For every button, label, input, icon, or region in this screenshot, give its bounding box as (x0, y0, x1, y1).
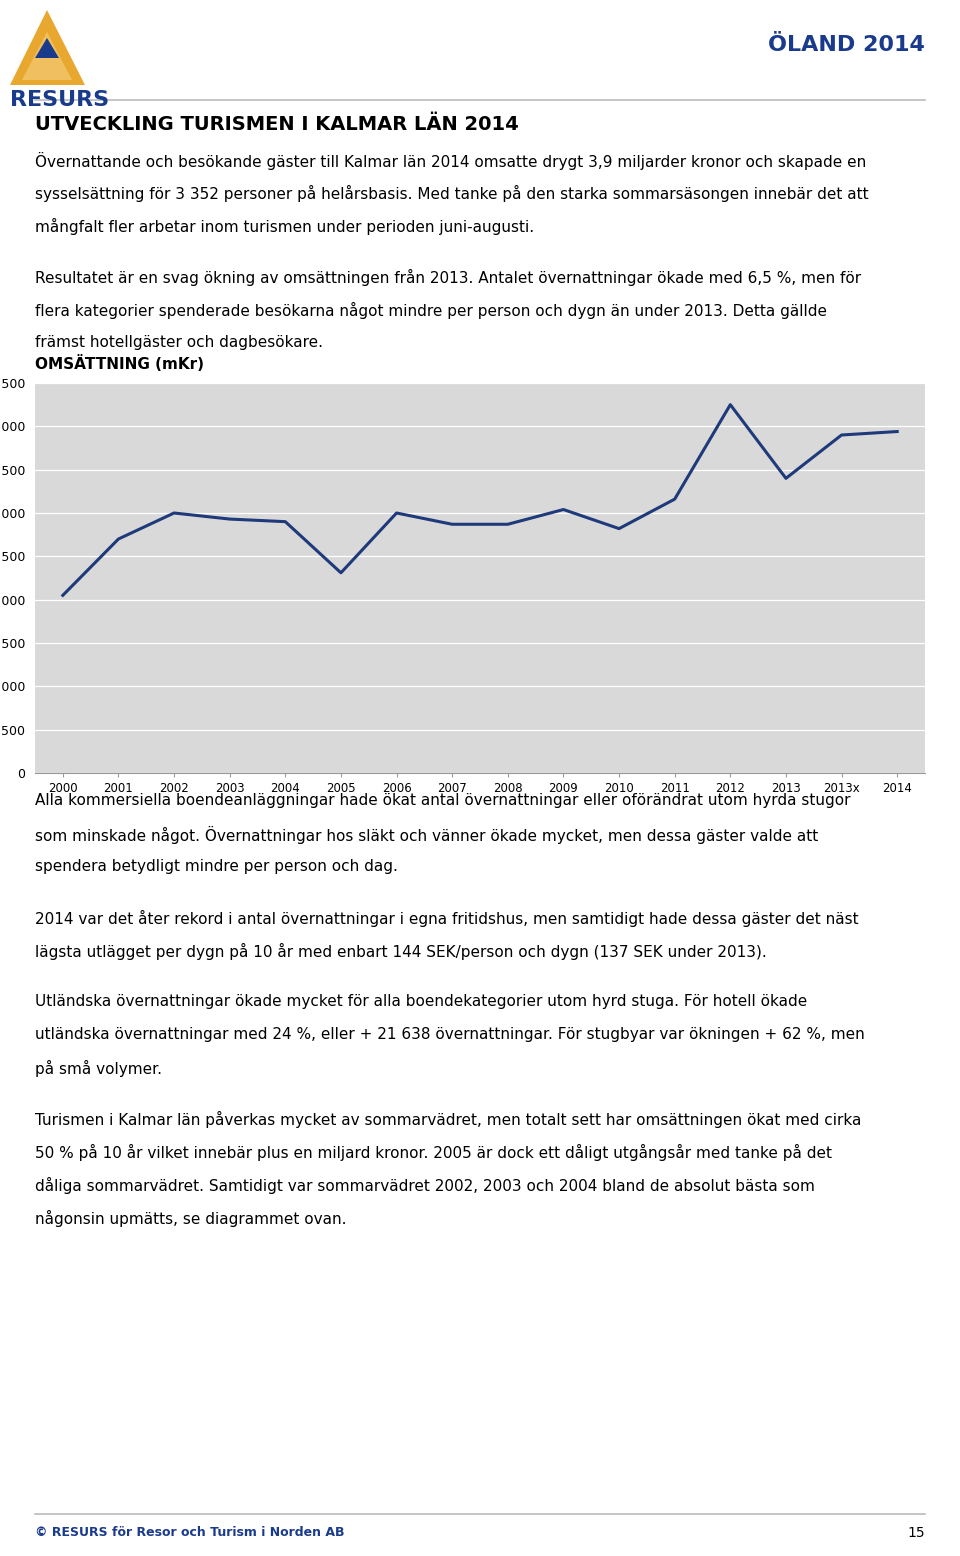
Text: någonsin upmätts, se diagrammet ovan.: någonsin upmätts, se diagrammet ovan. (35, 1211, 347, 1228)
Text: 15: 15 (907, 1526, 925, 1540)
Text: Resultatet är en svag ökning av omsättningen från 2013. Antalet övernattningar ö: Resultatet är en svag ökning av omsättni… (35, 269, 861, 286)
Text: på små volymer.: på små volymer. (35, 1060, 162, 1077)
Polygon shape (22, 33, 72, 79)
Text: lägsta utlägget per dygn på 10 år med enbart 144 SEK/person och dygn (137 SEK un: lägsta utlägget per dygn på 10 år med en… (35, 943, 767, 960)
Text: ÖLAND 2014: ÖLAND 2014 (768, 34, 925, 54)
Text: främst hotellgäster och dagbesökare.: främst hotellgäster och dagbesökare. (35, 335, 323, 350)
Text: Utländska övernattningar ökade mycket för alla boendekategorier utom hyrd stuga.: Utländska övernattningar ökade mycket fö… (35, 994, 807, 1008)
Text: © RESURS för Resor och Turism i Norden AB: © RESURS för Resor och Turism i Norden A… (35, 1526, 345, 1539)
Text: flera kategorier spenderade besökarna något mindre per person och dygn än under : flera kategorier spenderade besökarna nå… (35, 302, 827, 319)
Text: Övernattande och besökande gäster till Kalmar län 2014 omsatte drygt 3,9 miljard: Övernattande och besökande gäster till K… (35, 152, 866, 170)
Text: 2014 var det åter rekord i antal övernattningar i egna fritidshus, men samtidigt: 2014 var det åter rekord i antal övernat… (35, 910, 858, 927)
Text: Turismen i Kalmar län påverkas mycket av sommarvädret, men totalt sett har omsät: Turismen i Kalmar län påverkas mycket av… (35, 1111, 861, 1128)
Text: OMSÄTTNING (mKr): OMSÄTTNING (mKr) (35, 355, 204, 372)
Text: som minskade något. Övernattningar hos släkt och vänner ökade mycket, men dessa : som minskade något. Övernattningar hos s… (35, 826, 818, 843)
Text: spendera betydligt mindre per person och dag.: spendera betydligt mindre per person och… (35, 859, 397, 874)
Polygon shape (35, 37, 59, 58)
Text: 50 % på 10 år vilket innebär plus en miljard kronor. 2005 är dock ett dåligt utg: 50 % på 10 år vilket innebär plus en mil… (35, 1144, 832, 1161)
Polygon shape (10, 9, 85, 86)
Text: mångfalt fler arbetar inom turismen under perioden juni-augusti.: mångfalt fler arbetar inom turismen unde… (35, 218, 534, 235)
Text: RESURS: RESURS (10, 90, 109, 110)
Text: dåliga sommarvädret. Samtidigt var sommarvädret 2002, 2003 och 2004 bland de abs: dåliga sommarvädret. Samtidigt var somma… (35, 1176, 815, 1193)
Text: utländska övernattningar med 24 %, eller + 21 638 övernattningar. För stugbyar v: utländska övernattningar med 24 %, eller… (35, 1027, 865, 1043)
Text: UTVECKLING TURISMEN I KALMAR LÄN 2014: UTVECKLING TURISMEN I KALMAR LÄN 2014 (35, 115, 518, 134)
Text: sysselsättning för 3 352 personer på helårsbasis. Med tanke på den starka sommar: sysselsättning för 3 352 personer på hel… (35, 185, 869, 202)
Text: Alla kommersiella boendeanläggningar hade ökat antal övernattningar eller oförän: Alla kommersiella boendeanläggningar had… (35, 794, 851, 808)
